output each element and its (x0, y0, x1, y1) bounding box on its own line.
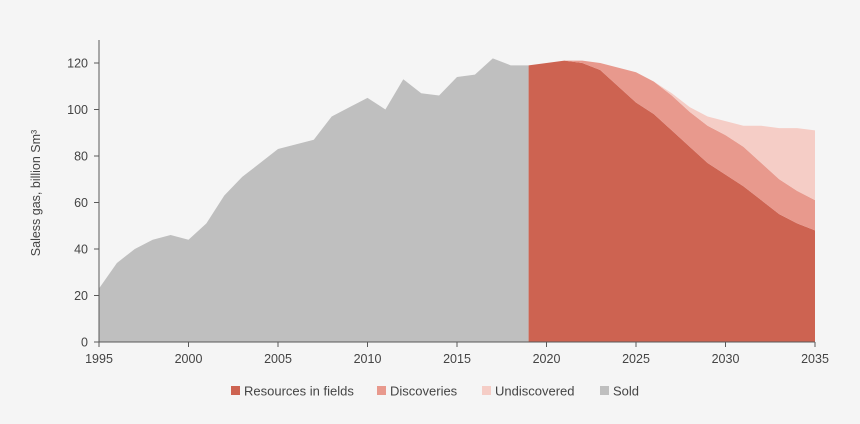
legend-label-undiscovered: Undiscovered (495, 384, 575, 399)
y-tick-label: 80 (74, 150, 88, 164)
legend-swatch-discoveries (377, 386, 386, 395)
legend-label-sold: Sold (613, 384, 639, 399)
y-axis-title: Saless gas, billion Sm³ (29, 130, 43, 256)
area-undiscovered (528, 60, 815, 201)
legend: Resources in fields Discoveries Undiscover… (231, 384, 639, 399)
x-tick-label: 2015 (443, 352, 471, 366)
legend-label-resources-in-fields: Resources in fields (244, 384, 354, 399)
y-tick-label: 0 (81, 336, 88, 350)
legend-swatch-sold (600, 386, 609, 395)
y-tick-label: 100 (67, 103, 88, 117)
x-tick-label: 2010 (354, 352, 382, 366)
legend-swatch-undiscovered (482, 386, 491, 395)
area-sold (99, 58, 529, 342)
y-tick-label: 120 (67, 57, 88, 71)
x-tick-group: 1995 2000 2005 2010 2015 2020 2025 2030 2035 (85, 342, 829, 366)
legend-swatch-resources-in-fields (231, 386, 240, 395)
x-tick-label: 2005 (264, 352, 292, 366)
legend-label-discoveries: Discoveries (390, 384, 458, 399)
y-tick-group: 0 20 40 60 80 100 120 (67, 57, 99, 350)
y-tick-label: 40 (74, 243, 88, 257)
x-tick-label: 2025 (622, 352, 650, 366)
area-series-group (99, 58, 815, 343)
x-tick-label: 2020 (533, 352, 561, 366)
x-tick-label: 2035 (801, 352, 829, 366)
area-resources-in-fields (528, 60, 815, 343)
x-tick-label: 1995 (85, 352, 113, 366)
x-tick-label: 2000 (175, 352, 203, 366)
y-tick-label: 20 (74, 289, 88, 303)
y-tick-label: 60 (74, 196, 88, 210)
area-discoveries (528, 60, 815, 231)
x-tick-label: 2030 (712, 352, 740, 366)
